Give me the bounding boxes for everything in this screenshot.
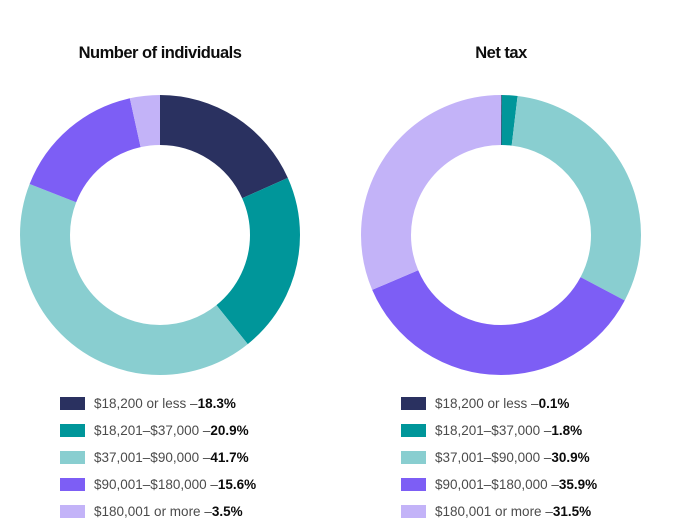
legend-item: $180,001 or more – 31.5% — [401, 498, 597, 525]
legend-value: 35.9% — [558, 477, 598, 492]
chart-net-tax: Net tax $18,200 or less – 0.1% $18,201–$3… — [361, 0, 641, 528]
chart-number-of-individuals: Number of individuals $18,200 or less – … — [20, 0, 300, 528]
legend-label: $18,200 or less – — [94, 396, 198, 411]
legend: $18,200 or less – 0.1% $18,201–$37,000 – … — [401, 390, 597, 525]
legend-value: 0.1% — [538, 396, 570, 411]
donut-segment-4 — [20, 95, 300, 375]
legend-swatch — [401, 397, 426, 410]
legend-value: 41.7% — [210, 450, 249, 465]
legend-swatch — [401, 424, 426, 437]
legend-label: $18,201–$37,000 – — [94, 423, 211, 438]
donut-segment-1 — [20, 95, 300, 375]
legend-value: 30.9% — [551, 450, 590, 465]
donut-svg — [20, 95, 300, 375]
legend-label: $37,001–$90,000 – — [435, 450, 552, 465]
legend-swatch — [401, 505, 426, 518]
chart-title: Number of individuals — [78, 44, 242, 62]
legend-value: 1.8% — [551, 423, 583, 438]
legend-label: $18,201–$37,000 – — [435, 423, 552, 438]
legend-label: $37,001–$90,000 – — [94, 450, 211, 465]
donut-segment-3 — [361, 95, 641, 375]
legend-item: $37,001–$90,000 – 41.7% — [60, 444, 256, 471]
legend-label: $180,001 or more – — [94, 504, 212, 519]
legend-swatch — [401, 478, 426, 491]
legend-swatch — [60, 478, 85, 491]
chart-title: Net tax — [475, 44, 527, 62]
legend-label: $180,001 or more – — [435, 504, 553, 519]
legend-item: $18,200 or less – 18.3% — [60, 390, 256, 417]
donut-svg — [361, 95, 641, 375]
legend-swatch — [60, 505, 85, 518]
legend-item: $90,001–$180,000 – 15.6% — [60, 471, 256, 498]
legend-value: 20.9% — [210, 423, 249, 438]
legend-item: $18,201–$37,000 – 20.9% — [60, 417, 256, 444]
legend-value: 15.6% — [217, 477, 257, 492]
legend-item: $18,201–$37,000 – 1.8% — [401, 417, 597, 444]
donut-net-tax — [361, 95, 641, 375]
donut-segment-2 — [361, 95, 641, 375]
legend-swatch — [401, 451, 426, 464]
legend-label: $18,200 or less – — [435, 396, 539, 411]
legend-swatch — [60, 397, 85, 410]
legend: $18,200 or less – 18.3% $18,201–$37,000 –… — [60, 390, 256, 525]
donut-segment-2 — [20, 95, 300, 375]
legend-swatch — [60, 424, 85, 437]
legend-label: $90,001–$180,000 – — [435, 477, 559, 492]
legend-value: 3.5% — [211, 504, 243, 519]
legend-item: $37,001–$90,000 – 30.9% — [401, 444, 597, 471]
legend-value: 18.3% — [197, 396, 236, 411]
donut-number-of-individuals — [20, 95, 300, 375]
legend-item: $18,200 or less – 0.1% — [401, 390, 597, 417]
donut-segment-4 — [361, 95, 641, 375]
legend-item: $180,001 or more – 3.5% — [60, 498, 256, 525]
legend-label: $90,001–$180,000 – — [94, 477, 218, 492]
legend-value: 31.5% — [552, 504, 592, 519]
legend-item: $90,001–$180,000 – 35.9% — [401, 471, 597, 498]
legend-swatch — [60, 451, 85, 464]
